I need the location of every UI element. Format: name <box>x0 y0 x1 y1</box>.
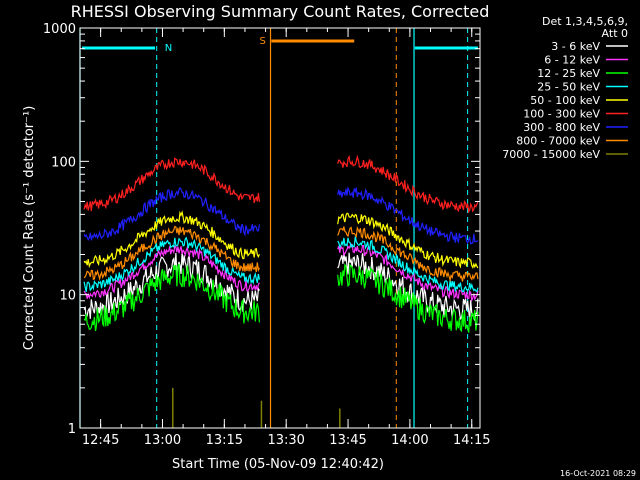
legend-entry-label: 800 - 7000 keV <box>516 135 600 148</box>
axes: 1 10 100 1000 12:45 13:00 13:15 13:30 13:45 14:00… <box>43 22 491 448</box>
series-25-50keV <box>83 236 479 293</box>
night-flag-label: N <box>165 43 172 54</box>
series-300-800keV <box>83 186 478 245</box>
series-line <box>337 212 479 270</box>
series-line <box>337 236 479 293</box>
x-tick-label: 13:15 <box>206 433 243 448</box>
legend-entry-label: 3 - 6 keV <box>551 40 600 53</box>
series-line <box>83 252 260 319</box>
timestamp: 16-Oct-2021 08:29 <box>560 469 636 478</box>
series-12-25keV <box>83 263 479 333</box>
series-line <box>337 243 479 303</box>
legend-entry-label: 50 - 100 keV <box>530 94 600 107</box>
legend-entry-label: 6 - 12 keV <box>544 54 600 67</box>
y-tick-label: 1 <box>68 422 76 437</box>
series-layer <box>83 154 479 428</box>
observation-bands: NS <box>79 28 478 428</box>
series-line <box>83 236 260 293</box>
series-line <box>83 245 260 300</box>
legend-entry-label: 25 - 50 keV <box>537 81 600 94</box>
legend-header: Att 0 <box>602 27 628 40</box>
series-line <box>83 225 260 282</box>
y-axis-label: Corrected Count Rate (s⁻¹ detector⁻¹) <box>22 106 37 351</box>
x-tick-label: 13:30 <box>267 433 304 448</box>
series-line <box>83 263 260 332</box>
series-line <box>337 263 479 333</box>
chart-title: RHESSI Observing Summary Count Rates, Co… <box>71 2 490 21</box>
series-6-12keV <box>83 243 479 303</box>
series-800-7000keV <box>83 225 479 283</box>
y-tick-label: 1000 <box>43 22 76 37</box>
x-axis-label: Start Time (05-Nov-09 12:40:42) <box>172 457 384 472</box>
saa-flag-label: S <box>260 36 266 47</box>
legend-entry-label: 12 - 25 keV <box>537 67 600 80</box>
series-line <box>83 187 260 241</box>
series-line <box>337 186 478 245</box>
series-line <box>83 157 260 212</box>
series-100-300keV <box>83 154 479 214</box>
x-tick-label: 12:45 <box>82 433 119 448</box>
series-line <box>83 210 260 269</box>
y-tick-label: 10 <box>59 289 76 304</box>
x-tick-label: 13:00 <box>144 433 181 448</box>
series-3-6keV <box>83 252 479 321</box>
legend-entry-label: 300 - 800 keV <box>523 121 600 134</box>
series-7000-15000keV <box>172 387 341 428</box>
y-tick-label: 100 <box>51 155 76 170</box>
plot-frame <box>79 27 481 429</box>
x-tick-label: 13:45 <box>329 433 366 448</box>
x-tick-label: 14:00 <box>391 433 428 448</box>
series-line <box>337 252 479 321</box>
legend-header: Det 1,3,4,5,6,9, <box>542 15 628 28</box>
series-line <box>337 154 479 214</box>
series-50-100keV <box>83 210 479 270</box>
series-line <box>337 226 479 283</box>
x-tick-label: 14:15 <box>453 433 490 448</box>
legend-entry-label: 7000 - 15000 keV <box>502 148 600 161</box>
legend-entry-label: 100 - 300 keV <box>523 108 600 121</box>
